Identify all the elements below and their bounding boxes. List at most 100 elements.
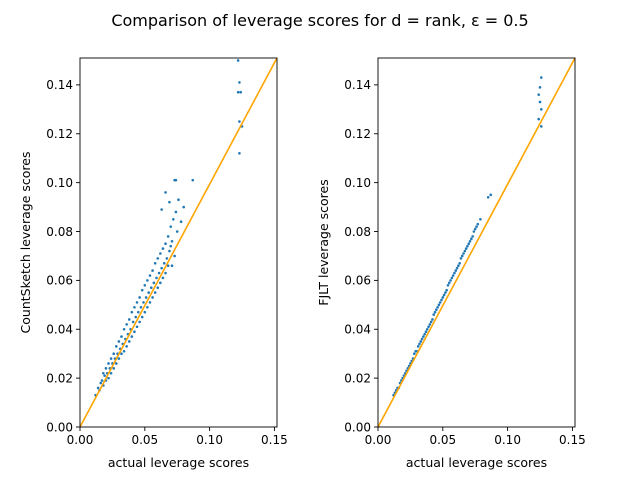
fjlt-data-point [427, 325, 430, 329]
fjlt-y-tick-label: 0.14 [344, 78, 371, 92]
fjlt-data-point [458, 261, 461, 265]
countsketch-data-point [144, 296, 148, 299]
countsketch-data-point [127, 318, 131, 321]
countsketch-scatter-panel: 0.00 0.05 0.10 0.15 0.00 0.02 0.04 0.06 0.08 0.10… [18, 57, 288, 470]
fjlt-data-point [449, 279, 452, 282]
countsketch-data-point [174, 210, 178, 214]
countsketch-plot-area [79, 57, 278, 428]
countsketch-data-point [239, 90, 243, 94]
countsketch-data-point [236, 59, 240, 62]
fjlt-data-point [453, 271, 456, 275]
countsketch-data-point [159, 252, 162, 255]
countsketch-data-point [114, 345, 118, 348]
countsketch-x-tick-label: 0.15 [261, 433, 288, 447]
fjlt-data-point [464, 247, 468, 250]
countsketch-data-point [238, 81, 241, 84]
countsketch-data-point [162, 261, 166, 265]
fjlt-data-point [428, 323, 432, 326]
fjlt-data-point [425, 327, 429, 331]
countsketch-data-point [169, 225, 173, 228]
fjlt-data-point [473, 227, 477, 231]
countsketch-data-point [96, 386, 100, 390]
countsketch-data-point [125, 345, 128, 348]
countsketch-data-point [148, 301, 152, 304]
fjlt-data-point [537, 117, 541, 121]
countsketch-data-point [134, 315, 138, 319]
countsketch-data-point [133, 330, 136, 333]
figure-title: Comparison of leverage scores for d = ra… [111, 11, 528, 30]
fjlt-data-point [429, 320, 433, 324]
fjlt-data-point [433, 310, 437, 314]
countsketch-data-point [109, 357, 113, 360]
countsketch-data-point [122, 327, 126, 331]
fjlt-data-point [479, 217, 482, 221]
fjlt-data-point [440, 298, 443, 302]
countsketch-data-point [155, 276, 158, 280]
countsketch-data-point [114, 362, 118, 365]
countsketch-ticks: 0.00 0.05 0.10 0.15 0.00 0.02 0.04 0.06 0.08 0.10… [46, 78, 287, 447]
countsketch-data-point [122, 349, 126, 353]
countsketch-x-tick-label: 0.00 [67, 433, 94, 447]
fjlt-data-point [489, 193, 493, 197]
fjlt-y-tick-label: 0.10 [344, 176, 371, 190]
countsketch-data-point [138, 296, 141, 299]
countsketch-data-point [127, 340, 131, 343]
countsketch-data-point [159, 281, 162, 285]
countsketch-y-tick-label: 0.02 [46, 371, 73, 385]
countsketch-data-point [172, 217, 175, 221]
countsketch-y-tick-label: 0.06 [46, 274, 73, 288]
countsketch-data-point [143, 283, 147, 287]
countsketch-data-point [160, 266, 163, 270]
fjlt-data-point [468, 239, 472, 243]
fjlt-data-point [420, 337, 424, 341]
countsketch-data-point [174, 178, 178, 182]
fjlt-y-tick-label: 0.00 [344, 420, 371, 434]
countsketch-data-point [164, 271, 167, 275]
fjlt-data-point [466, 244, 469, 248]
countsketch-data-point [112, 367, 115, 370]
fjlt-data-point [455, 266, 459, 270]
fjlt-data-point [412, 352, 416, 355]
countsketch-data-point [137, 310, 140, 314]
fjlt-data-point [460, 254, 464, 258]
countsketch-y-tick-label: 0.14 [46, 78, 73, 92]
countsketch-data-point [142, 301, 145, 304]
countsketch-y-tick-label: 0.00 [46, 420, 73, 434]
fjlt-data-point [431, 318, 434, 321]
fjlt-data-point [540, 76, 543, 79]
countsketch-data-point [120, 335, 123, 338]
countsketch-data-point [179, 220, 183, 224]
countsketch-data-point [117, 340, 121, 343]
fjlt-data-point [424, 330, 428, 333]
countsketch-data-point [104, 367, 108, 370]
fjlt-data-point [463, 249, 467, 253]
fjlt-data-point [418, 342, 421, 346]
fjlt-data-point [419, 340, 423, 343]
fjlt-data-point [457, 264, 460, 268]
countsketch-data-point [120, 352, 123, 355]
countsketch-reference-line [79, 57, 278, 428]
countsketch-data-point [165, 257, 169, 260]
fjlt-x-tick-label: 0.05 [429, 433, 456, 447]
countsketch-data-point [147, 291, 150, 294]
countsketch-y-tick-label: 0.10 [46, 176, 73, 190]
countsketch-data-point [170, 239, 174, 243]
countsketch-data-point [177, 198, 180, 202]
countsketch-data-point [117, 357, 121, 360]
countsketch-data-point [151, 296, 154, 299]
fjlt-data-point [450, 276, 454, 280]
fjlt-data-point [437, 303, 441, 307]
fjlt-y-axis-label: FJLT leverage scores [316, 179, 331, 305]
countsketch-y-tick-label: 0.12 [46, 127, 73, 141]
fjlt-data-point [447, 281, 451, 285]
countsketch-data-point [236, 90, 240, 94]
countsketch-data-point [103, 374, 106, 377]
fjlt-data-point [441, 296, 445, 299]
countsketch-data-point [139, 305, 143, 309]
countsketch-data-point [166, 264, 170, 268]
fjlt-y-tick-label: 0.04 [344, 323, 371, 337]
fjlt-data-point [540, 125, 543, 128]
countsketch-data-point [152, 281, 156, 285]
countsketch-x-axis-label: actual leverage scores [108, 455, 249, 470]
